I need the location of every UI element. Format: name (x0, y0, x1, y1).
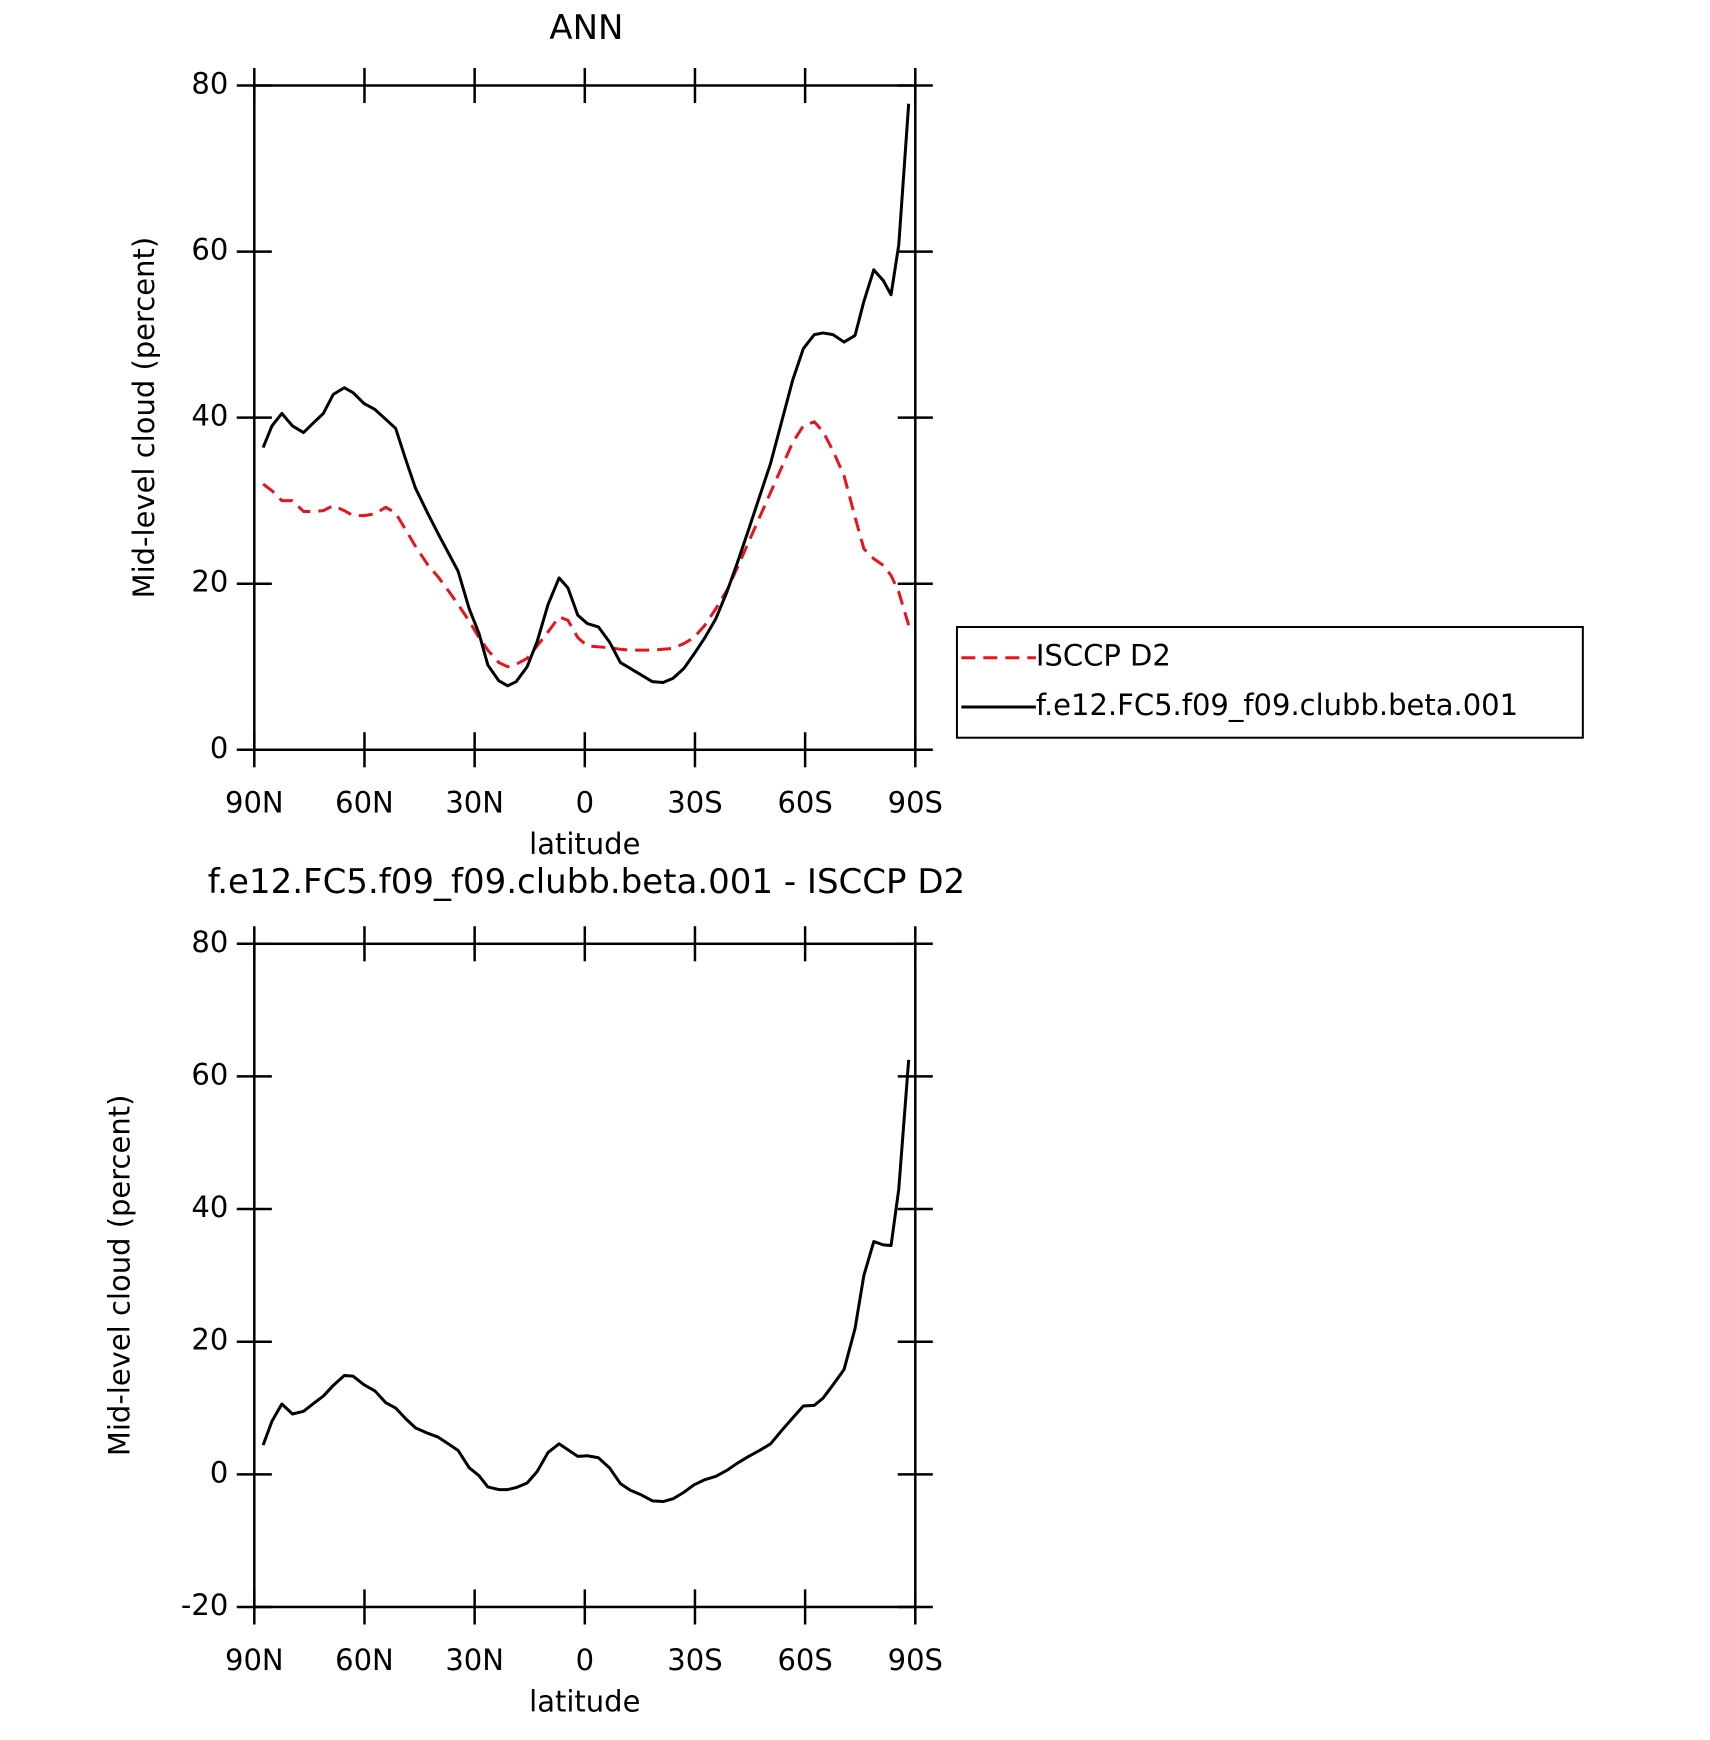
y-tick-label: 0 (210, 731, 228, 765)
chart-title: ANN (549, 8, 623, 48)
x-tick-label: 90N (225, 786, 284, 820)
legend-label: ISCCP D2 (1036, 639, 1171, 673)
y-tick-label: 80 (191, 67, 228, 101)
x-tick-label: 60S (777, 786, 832, 820)
chart-title: f.e12.FC5.f09_f09.clubb.beta.001 - ISCCP… (208, 862, 965, 902)
y-tick-label: 40 (191, 399, 228, 433)
series-line (261, 103, 911, 688)
x-axis-label: latitude (529, 827, 640, 861)
y-tick-label: 40 (191, 1190, 228, 1224)
x-tick-label: 90S (888, 786, 943, 820)
y-axis-label: Mid-level cloud (percent) (103, 1095, 137, 1457)
x-tick-label: 90N (225, 1643, 284, 1677)
y-tick-label: -20 (181, 1588, 228, 1622)
x-tick-label: 60S (777, 1643, 832, 1677)
x-axis-label: latitude (529, 1684, 640, 1718)
y-axis-label: Mid-level cloud (percent) (127, 237, 161, 599)
y-tick-label: 20 (191, 1323, 228, 1357)
x-tick-label: 30S (667, 1643, 722, 1677)
series-line (261, 1059, 911, 1504)
x-tick-label: 30N (445, 786, 504, 820)
plot-frame (253, 942, 917, 1609)
x-tick-label: 30S (667, 786, 722, 820)
y-tick-label: 60 (191, 233, 228, 267)
x-tick-label: 60N (335, 1643, 394, 1677)
series-line (262, 420, 911, 669)
y-tick-label: 80 (191, 925, 228, 959)
y-tick-label: 60 (191, 1057, 228, 1091)
x-tick-label: 0 (576, 786, 594, 820)
x-tick-label: 30N (445, 1643, 504, 1677)
y-tick-label: 20 (191, 565, 228, 599)
y-tick-label: 0 (210, 1455, 228, 1489)
x-tick-label: 0 (576, 1643, 594, 1677)
x-tick-label: 90S (888, 1643, 943, 1677)
legend-box (955, 626, 1584, 739)
plot-frame (253, 84, 917, 752)
x-tick-label: 60N (335, 786, 394, 820)
legend-label: f.e12.FC5.f09_f09.clubb.beta.001 (1036, 688, 1518, 722)
